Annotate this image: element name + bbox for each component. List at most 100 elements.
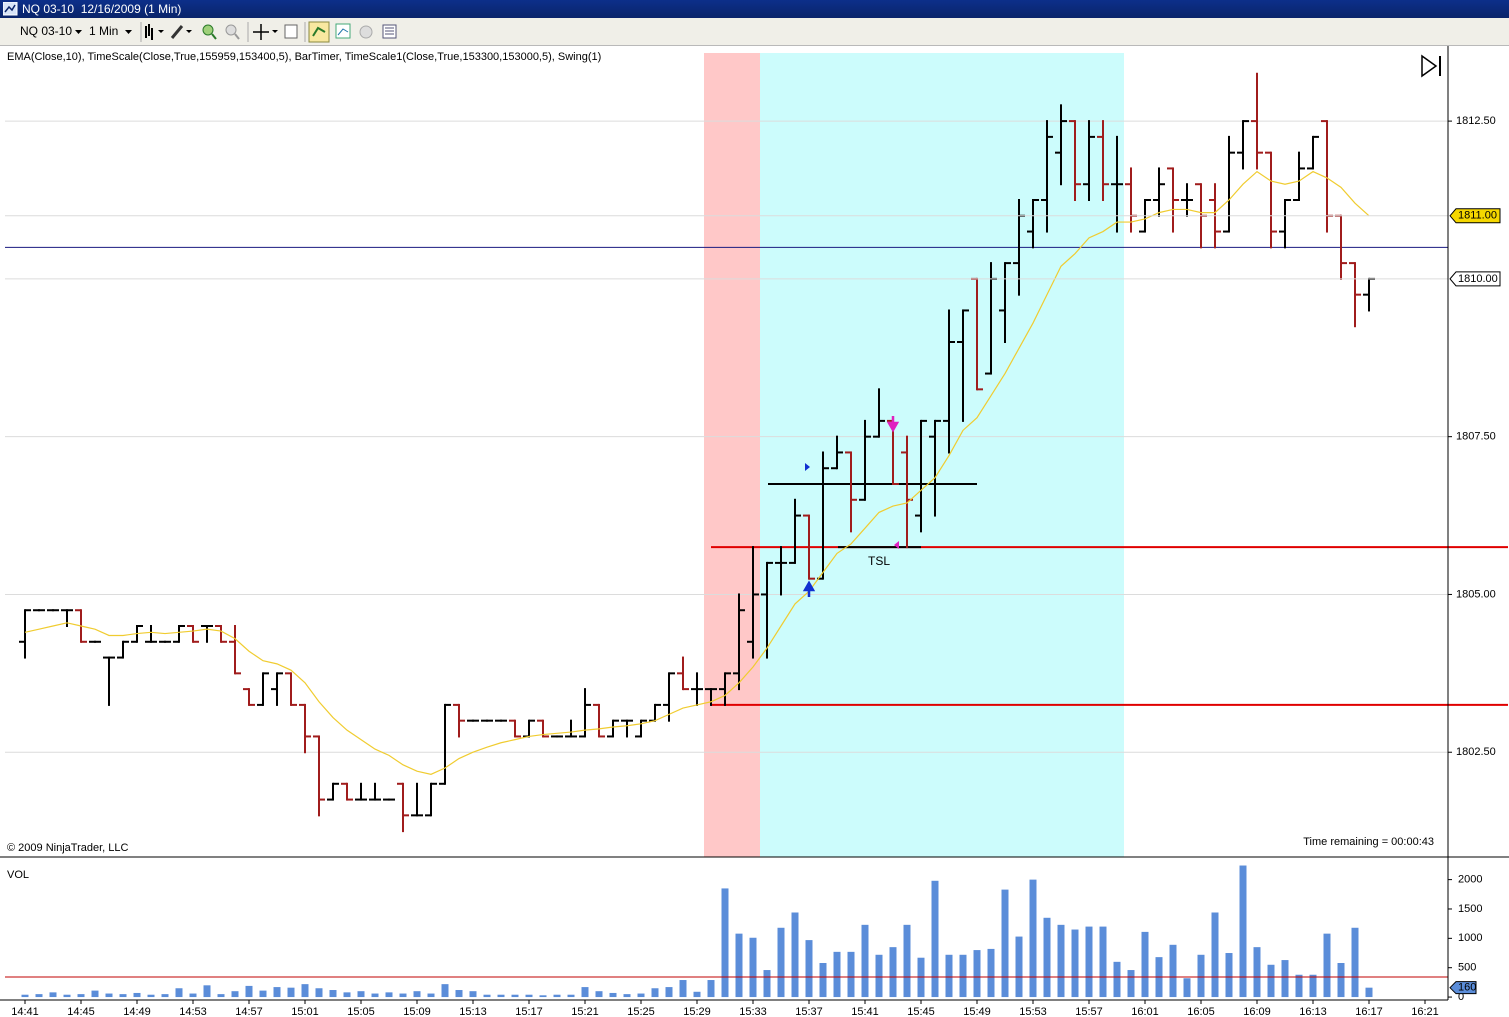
x-tick-label: 16:17	[1355, 1006, 1383, 1017]
volume-bar	[1099, 926, 1107, 998]
volume-bar	[273, 987, 281, 998]
instrument-selector[interactable]: NQ 03-10	[20, 24, 73, 38]
y-tick-label: 500	[1458, 962, 1476, 974]
x-tick-label: 15:13	[459, 1006, 487, 1017]
x-tick-label: 15:09	[403, 1006, 431, 1017]
volume-bar	[343, 992, 351, 998]
x-tick-label: 15:41	[851, 1006, 879, 1017]
dropdown-arrow	[125, 30, 132, 34]
volume-bar	[399, 993, 407, 998]
y-tick-label: 1802.50	[1456, 746, 1496, 758]
volume-bar	[1113, 961, 1121, 998]
volume-bar	[875, 954, 883, 998]
volume-bar	[945, 954, 953, 998]
volume-bar	[119, 994, 127, 998]
x-tick-label: 14:45	[67, 1006, 95, 1017]
sell-arrow	[886, 416, 900, 433]
volume-bar	[777, 927, 785, 998]
session-shade-pink	[704, 53, 760, 857]
volume-bar	[77, 994, 85, 998]
volume-bar	[833, 951, 841, 998]
y-tick-label: 1807.50	[1456, 431, 1496, 443]
volume-bar	[497, 994, 505, 998]
title-bar: NQ 03-10 12/16/2009 (1 Min)	[0, 0, 1509, 18]
volume-bar	[1253, 947, 1261, 998]
tsl-label: TSL	[868, 554, 890, 568]
x-tick-label: 15:29	[683, 1006, 711, 1017]
volume-bar	[1337, 963, 1345, 998]
y-tick-label: 1805.00	[1456, 588, 1496, 600]
volume-bar	[189, 993, 197, 998]
indicator-list: EMA(Close,10), TimeScale(Close,True,1559…	[7, 51, 601, 63]
volume-bar	[973, 950, 981, 998]
price-marker-label: 1810.00	[1458, 273, 1498, 285]
volume-bar	[805, 940, 813, 998]
x-tick-label: 15:33	[739, 1006, 767, 1017]
volume-bar	[1351, 927, 1359, 998]
volume-bar	[329, 990, 337, 998]
x-tick-label: 15:45	[907, 1006, 935, 1017]
volume-bar	[525, 994, 533, 998]
volume-bar	[203, 985, 211, 998]
ema-line	[24, 170, 1370, 775]
x-tick-label: 16:01	[1131, 1006, 1159, 1017]
volume-bar	[49, 992, 57, 998]
volume-bar	[903, 924, 911, 998]
volume-bar	[483, 994, 491, 998]
volume-bar	[1085, 926, 1093, 998]
buy-arrow	[802, 580, 816, 597]
volume-marker	[1449, 981, 1477, 995]
volume-bar	[455, 990, 463, 998]
volume-bar	[1197, 954, 1205, 998]
volume-bar	[1001, 889, 1009, 998]
volume-marker-label: 160	[1458, 982, 1476, 994]
volume-bar	[721, 888, 729, 998]
volume-bar	[819, 963, 827, 998]
volume-bar	[665, 987, 673, 998]
volume-bar	[987, 948, 995, 998]
volume-bar	[427, 993, 435, 998]
volume-bar	[1239, 865, 1247, 998]
volume-bar	[1043, 917, 1051, 998]
volume-bar	[679, 980, 687, 998]
bar-timer: Time remaining = 00:00:43	[1303, 836, 1434, 848]
y-tick-label: 1812.50	[1456, 115, 1496, 127]
volume-bar	[749, 937, 757, 998]
volume-bar	[735, 933, 743, 998]
x-tick-label: 15:05	[347, 1006, 375, 1017]
x-tick-label: 15:21	[571, 1006, 599, 1017]
volume-bar	[1211, 912, 1219, 998]
volume-bar	[441, 984, 449, 998]
volume-bar	[1029, 879, 1037, 998]
volume-bar	[301, 984, 309, 998]
volume-bar	[35, 994, 43, 998]
volume-bar	[161, 994, 169, 998]
volume-bar	[1309, 974, 1317, 998]
interval-selector[interactable]: 1 Min	[89, 24, 119, 38]
volume-bar	[609, 992, 617, 998]
volume-bar	[693, 991, 701, 998]
volume-bar	[231, 991, 239, 998]
dropdown-arrow	[75, 30, 82, 34]
y-tick-label: 2000	[1458, 874, 1482, 886]
volume-bar	[707, 980, 715, 998]
x-tick-label: 15:57	[1075, 1006, 1103, 1017]
x-tick-label: 15:53	[1019, 1006, 1047, 1017]
tool-icons[interactable]	[140, 20, 410, 44]
scroll-end-button[interactable]	[1421, 54, 1441, 78]
volume-bar	[371, 993, 379, 998]
volume-bar	[217, 994, 225, 998]
volume-bar	[413, 991, 421, 998]
y-tick-label: 0	[1458, 991, 1464, 1003]
volume-bar	[889, 947, 897, 998]
x-tick-label: 15:25	[627, 1006, 655, 1017]
volume-bar	[623, 994, 631, 998]
x-tick-label: 16:13	[1299, 1006, 1327, 1017]
volume-bar	[1323, 933, 1331, 998]
volume-bar	[1281, 960, 1289, 998]
volume-bar	[1057, 924, 1065, 998]
price-marker	[1449, 208, 1501, 224]
volume-bar	[1295, 974, 1303, 998]
window-title: NQ 03-10 12/16/2009 (1 Min)	[22, 2, 182, 16]
